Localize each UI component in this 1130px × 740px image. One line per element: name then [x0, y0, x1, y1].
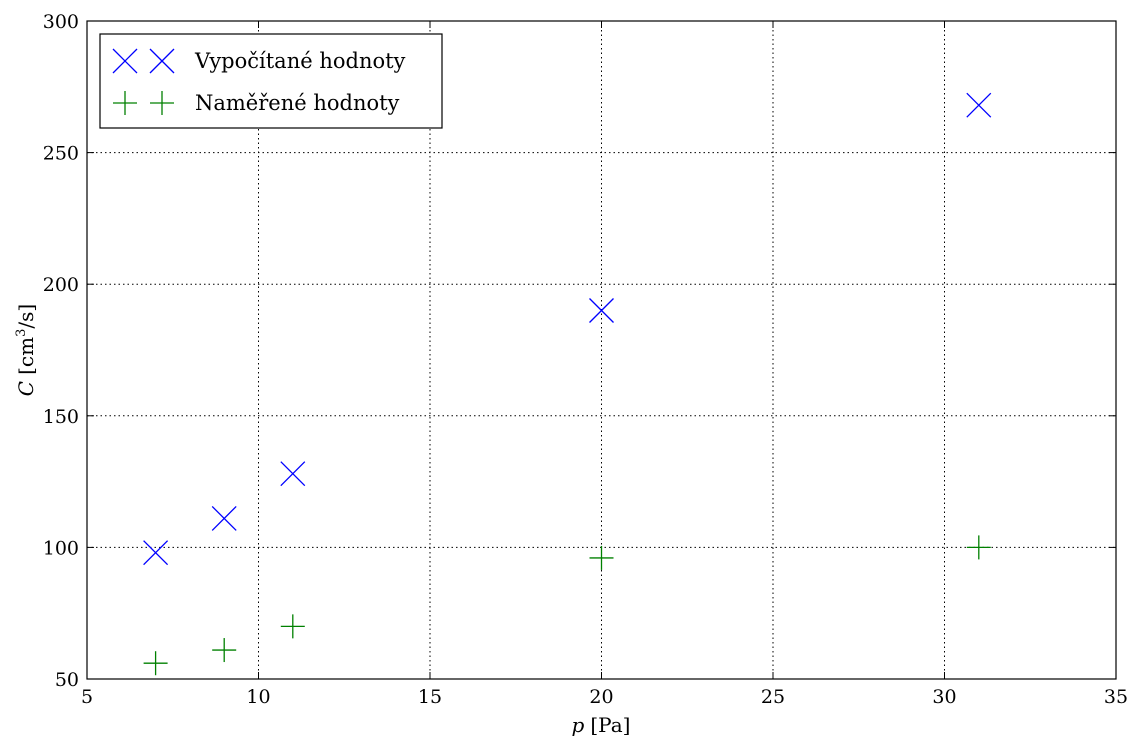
plot-frame — [86, 20, 1117, 680]
legend-marker — [150, 91, 174, 115]
y-axis-unit-post: /s] — [14, 304, 38, 329]
calculated-point-marker — [280, 461, 306, 487]
x-tick-label: 5 — [81, 686, 93, 708]
y-tick-label: 250 — [43, 143, 79, 165]
x-axis-unit: [Pa] — [590, 713, 630, 737]
y-axis-unit-superscript: 3 — [14, 329, 29, 337]
legend: Vypočítané hodnoty Naměřené hodnoty — [99, 33, 443, 129]
y-tick-label: 100 — [43, 537, 79, 559]
y-tick-label: 300 — [43, 11, 79, 33]
legend-box — [99, 33, 443, 129]
legend-marker — [149, 48, 175, 74]
x-tick-label: 25 — [761, 686, 785, 708]
measured-point-marker — [280, 614, 305, 639]
data-points — [143, 92, 992, 676]
legend-label-measured: Naměřené hodnoty — [195, 91, 400, 115]
x-tick-label: 20 — [589, 686, 613, 708]
legend-label-calculated: Vypočítané hodnoty — [194, 49, 406, 73]
x-tick-label: 10 — [246, 686, 270, 708]
calculated-point-marker — [589, 298, 614, 323]
calculated-point-marker — [211, 505, 237, 531]
tick-labels: 5 10 15 20 25 30 35 50 100 150 200 250 300 — [43, 11, 1128, 708]
y-tick-label: 50 — [55, 669, 79, 691]
x-axis-variable: p — [572, 713, 585, 737]
measured-point-marker — [966, 535, 991, 560]
x-tick-label: 30 — [932, 686, 956, 708]
y-tick-label: 150 — [43, 406, 79, 428]
x-tick-label: 35 — [1104, 686, 1128, 708]
measured-point-marker — [212, 638, 237, 663]
calculated-point-marker — [966, 92, 992, 118]
measured-point-marker — [589, 545, 614, 570]
y-axis-variable: C — [14, 381, 38, 396]
x-axis-label: p [Pa] — [572, 713, 631, 737]
legend-markers — [112, 48, 175, 115]
x-tick-label: 15 — [418, 686, 442, 708]
calculated-point-marker — [143, 540, 169, 566]
y-axis-label: C [cm3/s] — [14, 304, 38, 396]
legend-marker — [112, 48, 138, 74]
y-axis-unit-pre: [cm — [14, 337, 38, 375]
y-tick-label: 200 — [43, 274, 79, 296]
measured-point-marker — [143, 651, 168, 676]
legend-marker — [113, 91, 137, 115]
